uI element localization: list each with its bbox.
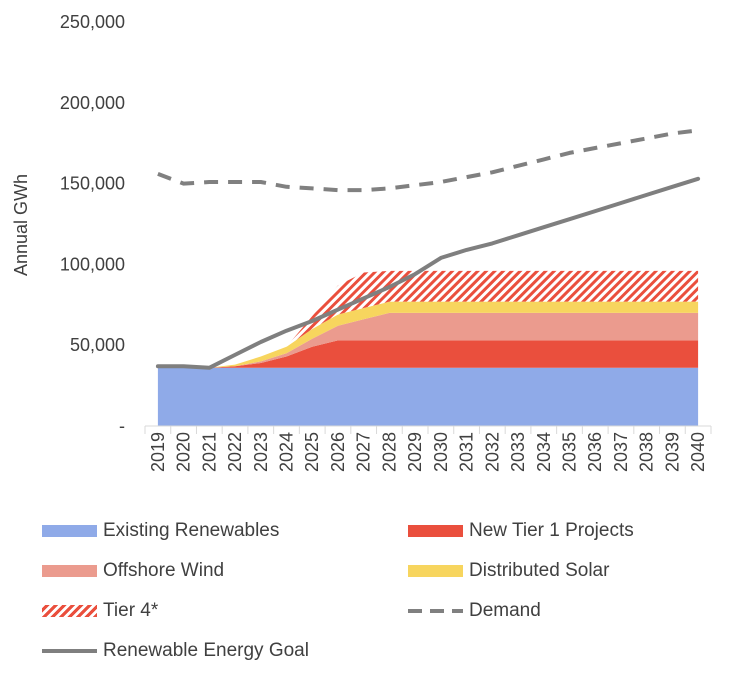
stacked-areas — [157, 270, 699, 426]
legend-label: New Tier 1 Projects — [469, 520, 634, 541]
x-tick-label: 2032 — [482, 432, 502, 472]
area-tier-4 — [157, 270, 699, 368]
legend-item-new-tier-1-projects: New Tier 1 Projects — [408, 516, 634, 546]
y-tick-label: 200,000 — [60, 93, 125, 113]
y-axis: - 50,000 100,000 150,000 200,000 250,000 — [60, 12, 125, 436]
legend-item-distributed-solar: Distributed Solar — [408, 556, 609, 586]
x-tick-label: 2038 — [637, 432, 657, 472]
x-tick-label: 2024 — [277, 432, 297, 472]
legend-swatch — [408, 565, 463, 577]
y-tick-label: 250,000 — [60, 12, 125, 32]
legend-item-renewable-energy-goal: Renewable Energy Goal — [42, 636, 309, 666]
x-tick-label: 2034 — [534, 432, 554, 472]
legend-item-offshore-wind: Offshore Wind — [42, 556, 224, 586]
x-tick-label: 2019 — [148, 432, 168, 472]
legend-item-tier-4: Tier 4* — [42, 596, 158, 626]
legend-swatch — [42, 565, 97, 577]
y-axis-title: Annual GWh — [11, 174, 31, 276]
legend-label: Renewable Energy Goal — [103, 640, 309, 661]
legend-label: Tier 4* — [103, 600, 159, 621]
legend-item-demand: Demand — [408, 596, 541, 626]
legend-swatch — [408, 609, 463, 613]
area-distributed-solar — [157, 301, 699, 368]
area-existing-renewables — [157, 366, 699, 426]
legend-label: Demand — [469, 600, 541, 621]
legend-label: Existing Renewables — [103, 520, 280, 541]
legend-swatch — [42, 649, 97, 653]
x-tick-label: 2020 — [174, 432, 194, 472]
y-tick-label: - — [119, 416, 125, 436]
legend-item-existing-renewables: Existing Renewables — [42, 516, 279, 546]
y-tick-label: 150,000 — [60, 174, 125, 194]
area-new-tier-1-projects — [157, 340, 699, 368]
x-tick-label: 2030 — [431, 432, 451, 472]
line-demand — [157, 128, 699, 193]
x-tick-label: 2033 — [508, 432, 528, 472]
x-tick-label: 2029 — [405, 432, 425, 472]
x-tick-label: 2035 — [560, 432, 580, 472]
x-tick-label: 2040 — [688, 432, 708, 472]
x-tick-label: 2021 — [199, 432, 219, 472]
x-tick-label: 2026 — [328, 432, 348, 472]
x-tick-label: 2031 — [457, 432, 477, 472]
x-tick-label: 2025 — [302, 432, 322, 472]
x-tick-label: 2022 — [225, 432, 245, 472]
x-axis: 2019 2020 2021 2022 2023 2024 2025 2026 2027 2028… — [144, 425, 712, 472]
line-series — [155, 128, 701, 370]
y-tick-label: 50,000 — [70, 335, 125, 355]
legend-swatch — [408, 525, 463, 537]
area-offshore-wind — [157, 312, 699, 368]
legend-swatch — [42, 525, 97, 537]
legend-label: Distributed Solar — [469, 560, 610, 581]
line-renewable-energy-goal — [155, 176, 701, 370]
legend-swatch — [42, 605, 97, 617]
y-tick-label: 100,000 — [60, 254, 125, 274]
x-tick-label: 2027 — [354, 432, 374, 472]
x-tick-label: 2039 — [662, 432, 682, 472]
x-tick-label: 2037 — [611, 432, 631, 472]
legend-label: Offshore Wind — [103, 560, 225, 581]
x-tick-label: 2036 — [585, 432, 605, 472]
chart: 2019 2020 2021 2022 2023 2024 2025 2026 2027 2028… — [11, 12, 712, 472]
x-tick-label: 2028 — [379, 432, 399, 472]
x-tick-label: 2023 — [251, 432, 271, 472]
